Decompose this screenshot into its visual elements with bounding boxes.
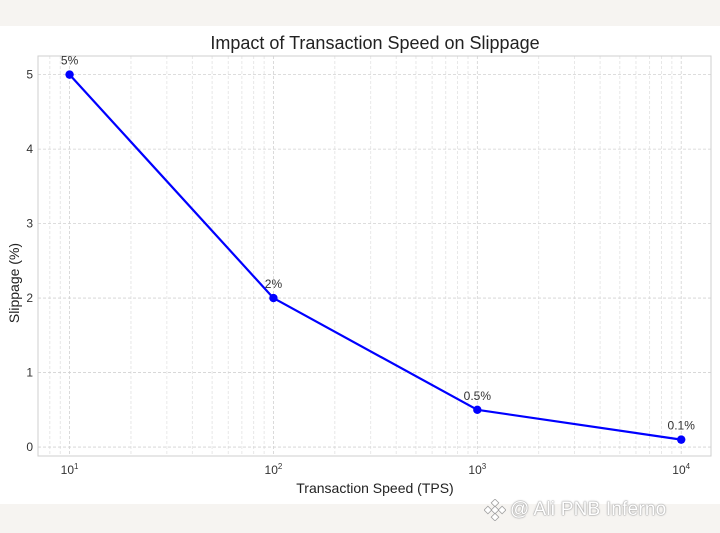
- data-label: 0.5%: [464, 389, 492, 403]
- x-axis-title: Transaction Speed (TPS): [296, 480, 453, 496]
- series-layer: 5% 2% 0.5% 0.1%: [61, 54, 695, 444]
- y-tick-label: 1: [26, 366, 33, 380]
- grid: [37, 56, 711, 456]
- chart-title: Impact of Transaction Speed on Slippage: [210, 33, 539, 53]
- axis-ticks: 0 1 2 3 4 5 101 102 103 104: [26, 68, 690, 477]
- data-point: [473, 405, 482, 415]
- data-label: 2%: [265, 277, 283, 291]
- data-point: [269, 293, 278, 303]
- data-point: [677, 435, 686, 444]
- x-tick-label: 104: [672, 462, 690, 477]
- binance-logo-icon: [484, 499, 506, 521]
- watermark-text: Ali PNB Inferno: [533, 499, 667, 520]
- plot-frame: [37, 55, 712, 457]
- y-tick-label: 3: [26, 217, 33, 231]
- data-label: 5%: [61, 54, 79, 68]
- y-axis-title: Slippage (%): [6, 243, 22, 323]
- x-tick-label: 102: [265, 462, 283, 477]
- y-tick-label: 4: [26, 142, 33, 156]
- chart-card: Impact of Transaction Speed on Slippage …: [0, 26, 720, 504]
- series-line: [68, 73, 682, 441]
- x-tick-label: 101: [61, 462, 79, 477]
- y-tick-label: 0: [26, 440, 33, 454]
- x-tick-label: 103: [468, 462, 486, 477]
- y-tick-label: 5: [26, 68, 33, 82]
- watermark: @ Ali PNB Inferno: [484, 497, 666, 523]
- data-label: 0.1%: [668, 419, 696, 433]
- y-tick-label: 2: [26, 291, 33, 305]
- line-chart: Impact of Transaction Speed on Slippage …: [6, 33, 712, 496]
- data-point: [65, 70, 74, 79]
- watermark-at: @: [510, 499, 530, 520]
